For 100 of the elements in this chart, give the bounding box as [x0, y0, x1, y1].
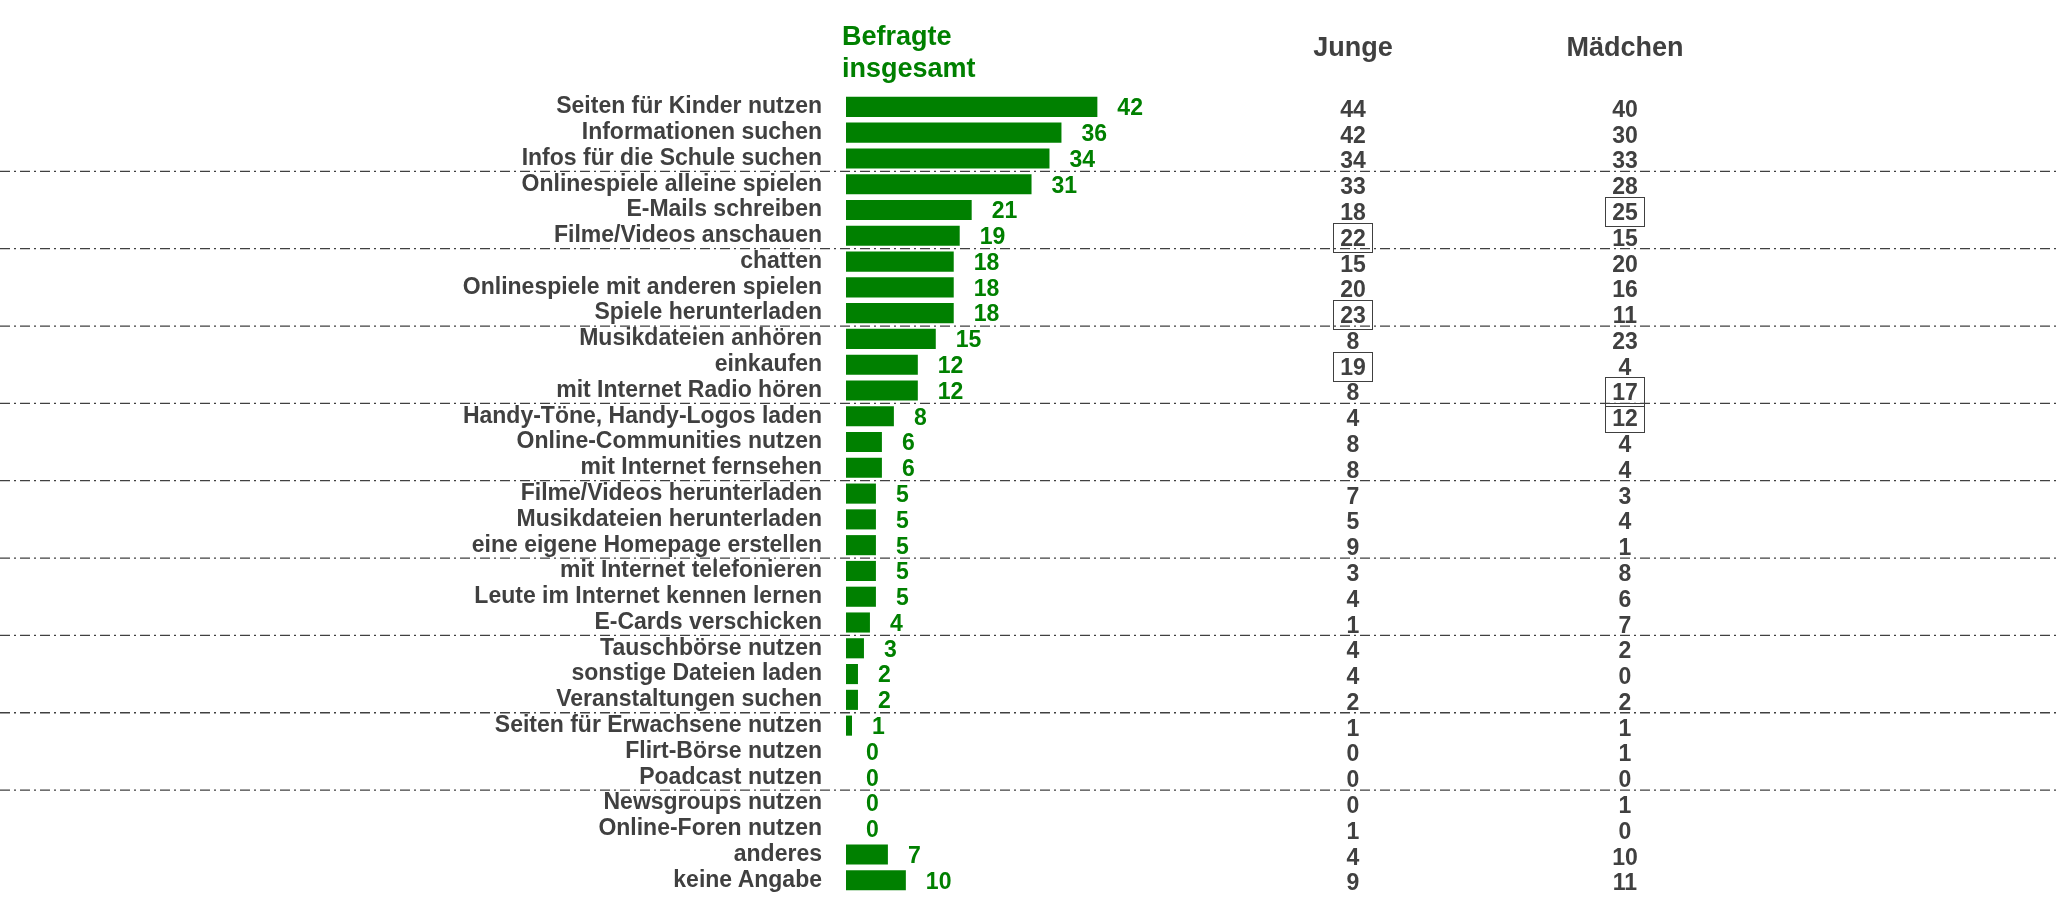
data-label: 31 — [1051, 171, 1078, 198]
bar — [846, 96, 1098, 117]
data-label: 3 — [883, 635, 897, 662]
data-label: 0 — [866, 764, 879, 791]
y-tick-label: Filme/Videos anschauen — [553, 221, 822, 248]
text: 17 — [1612, 379, 1638, 406]
y-tick-label: Online-Foren nutzen — [598, 814, 822, 841]
y-tick-label: Infos für die Schule suchen — [521, 143, 822, 170]
text: 4 — [1346, 405, 1360, 432]
text: 7 — [1346, 482, 1360, 509]
bar — [846, 354, 918, 375]
y-tick-label: mit Internet Radio hören — [556, 375, 822, 402]
text: 2 — [1618, 688, 1632, 715]
text: 22 — [1340, 224, 1366, 251]
data-label: 6 — [901, 429, 915, 456]
y-tick-label: eine eigene Homepage erstellen — [471, 530, 822, 557]
text: 0 — [1346, 740, 1360, 767]
text: 33 — [1340, 173, 1366, 200]
text: 3 — [1346, 559, 1360, 586]
y-tick-label: Handy-Töne, Handy-Logos laden — [462, 401, 822, 428]
series-label: Befragte insgesamt — [842, 21, 976, 84]
text: 8 — [1346, 456, 1360, 483]
data-label: 2 — [877, 661, 891, 688]
text: 2 — [1346, 688, 1360, 715]
bar — [846, 715, 852, 736]
data-label: 18 — [973, 248, 1000, 275]
bar — [846, 844, 888, 865]
text: 9 — [1346, 869, 1360, 896]
y-tick-label: Tauschbörse nutzen — [600, 633, 822, 660]
text: 8 — [1346, 431, 1360, 458]
bar — [846, 431, 882, 453]
y-tick-label: mit Internet fernsehen — [580, 453, 822, 480]
y-tick-label: Filme/Videos herunterladen — [520, 478, 822, 505]
text: 33 — [1612, 147, 1638, 174]
bar — [846, 560, 876, 581]
text: 1 — [1346, 714, 1360, 741]
y-tick-label: sonstige Dateien laden — [571, 659, 822, 686]
bar — [846, 380, 918, 401]
text: 0 — [1618, 663, 1632, 690]
text: 5 — [1346, 508, 1360, 535]
bar — [846, 457, 882, 478]
text: 25 — [1612, 199, 1638, 225]
y-tick-label: Leute im Internet kennen lernen — [474, 582, 822, 609]
data-label: 18 — [973, 274, 1000, 301]
text: 0 — [1346, 791, 1360, 818]
data-label: 34 — [1069, 145, 1096, 172]
data-label: 1 — [871, 712, 885, 739]
text: 18 — [1340, 199, 1366, 225]
text: 0 — [1618, 766, 1632, 793]
text: 11 — [1612, 869, 1638, 896]
data-label: 0 — [866, 790, 879, 817]
bar — [846, 328, 936, 349]
text: 8 — [1618, 559, 1632, 586]
bar — [846, 199, 972, 221]
text: 4 — [1346, 843, 1360, 870]
y-tick-label: Veranstaltungen suchen — [556, 685, 822, 712]
data-label: 19 — [979, 223, 1006, 250]
text: 9 — [1346, 534, 1360, 561]
text: 23 — [1612, 327, 1638, 354]
bar — [846, 483, 876, 504]
text: 19 — [1340, 353, 1366, 380]
data-label: 2 — [877, 687, 891, 714]
y-tick-label: anderes — [733, 839, 822, 866]
bar — [846, 870, 906, 891]
data-label: 7 — [907, 841, 921, 868]
text: 4 — [1346, 585, 1360, 612]
y-tick-label: keine Angabe — [673, 865, 822, 892]
y-tick-label: E-Mails schreiben — [626, 195, 822, 222]
text: 4 — [1346, 637, 1360, 664]
bar — [846, 638, 864, 659]
data-label: 42 — [1117, 94, 1143, 121]
text: 23 — [1340, 302, 1366, 329]
text: 11 — [1612, 302, 1638, 329]
y-tick-label: Poadcast nutzen — [639, 762, 822, 789]
text: 3 — [1618, 482, 1632, 509]
bar — [846, 535, 876, 556]
y-tick-label: chatten — [740, 246, 822, 273]
y-tick-label: mit Internet telefonieren — [560, 556, 822, 583]
text: 4 — [1618, 431, 1632, 458]
text: 1 — [1346, 611, 1360, 638]
data-label: 10 — [925, 867, 952, 894]
data-label: 8 — [913, 403, 927, 430]
data-label: 5 — [895, 532, 909, 559]
text: 28 — [1612, 173, 1638, 200]
bar — [846, 689, 858, 710]
text: 1 — [1618, 791, 1632, 818]
y-tick-label: Musikdateien anhören — [579, 324, 822, 351]
text: 15 — [1612, 224, 1638, 251]
text: 10 — [1612, 843, 1638, 870]
data-label: 0 — [866, 738, 879, 765]
y-tick-label: Musikdateien herunterladen — [516, 504, 822, 531]
text: 4 — [1618, 508, 1632, 535]
text: 20 — [1612, 250, 1638, 277]
data-label: 6 — [901, 455, 915, 482]
text: 1 — [1618, 740, 1632, 767]
bar — [846, 303, 954, 324]
text: 20 — [1340, 276, 1366, 303]
y-tick-label: einkaufen — [714, 350, 822, 377]
text: 4 — [1618, 353, 1632, 380]
text: 34 — [1340, 147, 1366, 174]
